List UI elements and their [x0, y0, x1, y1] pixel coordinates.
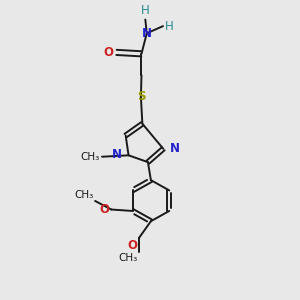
- Text: CH₃: CH₃: [74, 190, 94, 200]
- Text: N: N: [142, 27, 152, 40]
- Text: N: N: [112, 148, 122, 161]
- Text: CH₃: CH₃: [118, 254, 138, 263]
- Text: H: H: [164, 20, 173, 33]
- Text: O: O: [99, 203, 109, 216]
- Text: N: N: [170, 142, 180, 155]
- Text: H: H: [141, 4, 150, 17]
- Text: O: O: [103, 46, 113, 59]
- Text: O: O: [128, 239, 138, 252]
- Text: CH₃: CH₃: [80, 152, 100, 162]
- Text: S: S: [136, 90, 145, 103]
